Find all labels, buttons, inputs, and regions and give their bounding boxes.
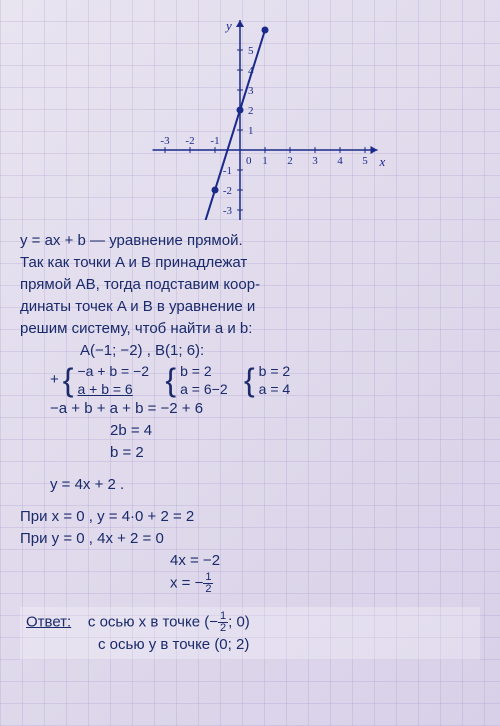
notebook-page: -3-2-11234554321-1-2-30xy y = ax + b — у… xyxy=(0,0,500,670)
svg-text:3: 3 xyxy=(312,155,318,167)
sys1-eq1: −a + b = −2 xyxy=(77,362,149,380)
answer-line-1: Ответ: с осью x в точке (−12; 0) xyxy=(26,611,474,634)
when-y-zero-3: x = −12 xyxy=(20,572,480,595)
when-y-zero-1: При y = 0 , 4x + 2 = 0 xyxy=(20,528,480,550)
fraction-one-half: 12 xyxy=(218,611,228,634)
answer-x-axis-prefix: с осью x в точке (− xyxy=(88,613,218,630)
addition-step-1: −a + b + a + b = −2 + 6 xyxy=(20,398,480,420)
svg-text:2: 2 xyxy=(248,105,254,117)
svg-text:x: x xyxy=(379,154,386,169)
svg-text:4: 4 xyxy=(337,155,343,167)
svg-text:5: 5 xyxy=(362,155,368,167)
svg-text:2: 2 xyxy=(287,155,293,167)
system-of-equations: + { −a + b = −2 a + b = 6 { b = 2 a = 6−… xyxy=(20,362,480,398)
result-equation: y = 4x + 2 . xyxy=(20,474,480,496)
sys1-eq2: a + b = 6 xyxy=(77,380,149,398)
svg-text:-1: -1 xyxy=(223,165,232,177)
answer-y-axis: с осью y в точке (0; 2) xyxy=(26,634,474,656)
graph-svg: -3-2-11234554321-1-2-30xy xyxy=(100,10,400,220)
svg-text:-2: -2 xyxy=(223,185,232,197)
svg-text:-1: -1 xyxy=(210,135,219,147)
svg-text:-3: -3 xyxy=(223,205,233,217)
plus-sign: + xyxy=(50,369,59,391)
svg-text:1: 1 xyxy=(262,155,268,167)
explain-line-4: решим систему, чтоб найти a и b: xyxy=(20,318,480,340)
x-equals-prefix: x = − xyxy=(170,574,203,591)
sys3-eq2: a = 4 xyxy=(259,380,291,398)
addition-step-2: 2b = 4 xyxy=(20,420,480,442)
answer-label: Ответ: xyxy=(26,613,71,630)
explain-line-2: прямой AB, тогда подставим коор- xyxy=(20,274,480,296)
svg-text:1: 1 xyxy=(248,125,254,137)
equation-general: y = ax + b — уравнение прямой. xyxy=(20,230,480,252)
sys3-eq1: b = 2 xyxy=(259,362,291,380)
svg-text:5: 5 xyxy=(248,45,254,57)
svg-text:3: 3 xyxy=(248,85,254,97)
answer-section: Ответ: с осью x в точке (−12; 0) с осью … xyxy=(20,607,480,660)
svg-text:0: 0 xyxy=(246,155,252,167)
fraction-one-half: 12 xyxy=(203,572,213,595)
svg-text:-2: -2 xyxy=(185,135,194,147)
addition-step-3: b = 2 xyxy=(20,442,480,464)
explain-line-3: динаты точек A и B в уравнение и xyxy=(20,296,480,318)
when-y-zero-2: 4x = −2 xyxy=(20,550,480,572)
explain-line-1: Так как точки A и B принадлежат xyxy=(20,252,480,274)
coordinate-graph: -3-2-11234554321-1-2-30xy xyxy=(100,10,400,220)
sys2-eq1: b = 2 xyxy=(180,362,228,380)
sys2-eq2: a = 6−2 xyxy=(180,380,228,398)
svg-text:y: y xyxy=(224,18,232,33)
answer-x-axis-suffix: ; 0) xyxy=(228,613,250,630)
svg-text:-3: -3 xyxy=(160,135,170,147)
points-given: A(−1; −2) , B(1; 6): xyxy=(20,340,480,362)
when-x-zero: При x = 0 , y = 4·0 + 2 = 2 xyxy=(20,506,480,528)
